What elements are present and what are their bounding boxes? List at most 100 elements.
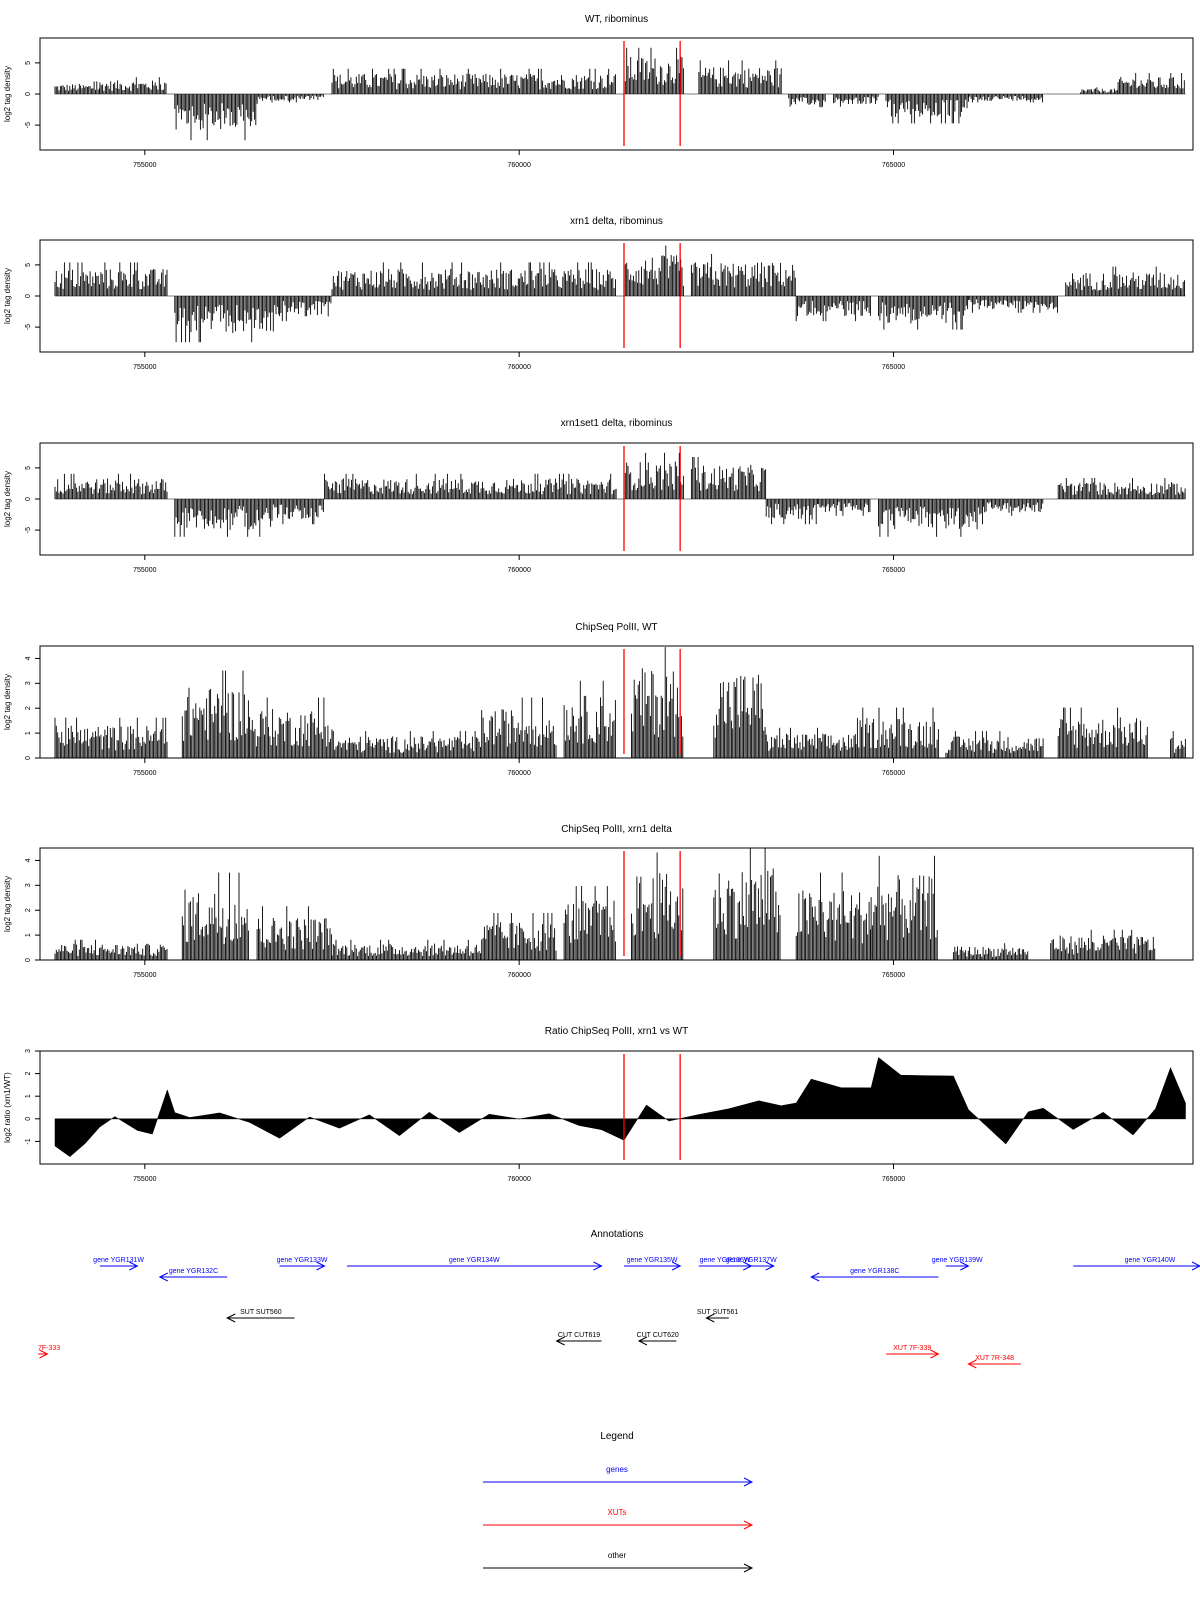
annotation-gene-ygr137w: gene YGR137W: [726, 1257, 777, 1271]
y-tick-label: 2: [25, 1072, 32, 1076]
legend-label-XUTs: XUTs: [607, 1508, 626, 1517]
y-tick-label: 4: [25, 656, 32, 660]
annotation-label: gene YGR138C: [850, 1268, 899, 1275]
annotations-title: Annotations: [591, 1229, 644, 1240]
annotation-sut-sut561: SUT SUT561: [697, 1309, 739, 1323]
y-tick-label: 5: [25, 61, 32, 65]
chart-panel-1: WT, ribominus log2 tag density 5 0 -5 755000 7…: [3, 14, 1194, 169]
annotation-sut-sut560: SUT SUT560: [226, 1309, 295, 1323]
y-tick-label: 0: [25, 958, 32, 962]
annotation-arrowhead: [930, 1349, 940, 1359]
annotation-cut-cut619: CUT CUT619: [555, 1332, 602, 1346]
x-tick-label: 765000: [882, 364, 905, 371]
annotation-arrowhead: [39, 1349, 49, 1359]
legend-label-genes: genes: [606, 1465, 628, 1474]
annotation-label: XUT 7F-339: [893, 1345, 931, 1352]
y-tick-label: 3: [25, 1049, 32, 1053]
y-axis-label: log2 tag density: [3, 876, 12, 932]
ratio-area: [54, 1057, 1186, 1158]
x-tick-label: 755000: [133, 567, 156, 574]
legend-arrowhead-genes: [743, 1477, 754, 1487]
y-tick-label: 5: [25, 466, 32, 470]
x-tick-label: 755000: [133, 364, 156, 371]
chart-title: WT, ribominus: [585, 14, 648, 25]
annotation-label: gene YGR131W: [93, 1257, 144, 1264]
annotation-label: gene YGR136W: [700, 1257, 751, 1264]
y-tick-label: 1: [25, 933, 32, 937]
annotation-label: CUT CUT620: [637, 1332, 679, 1339]
track-bars: [54, 47, 1185, 141]
annotation-label: gene YGR135W: [627, 1257, 678, 1264]
plot-frame: [39, 645, 1194, 759]
annotation-gene-ygr132c: gene YGR132C: [158, 1268, 228, 1282]
chart-title: ChipSeq PolII, WT: [575, 622, 657, 633]
annotation-cut-cut620: CUT CUT620: [637, 1332, 679, 1346]
x-tick-label: 760000: [507, 567, 530, 574]
x-tick-label: 755000: [133, 162, 156, 169]
y-tick-label: -1: [25, 1138, 32, 1144]
annotation-arrowhead: [555, 1336, 565, 1346]
annotation-label: gene YGR133W: [277, 1257, 328, 1264]
plot-frame: [39, 1050, 1194, 1165]
y-tick-label: -5: [25, 527, 32, 533]
annotation-gene-ygr134w: gene YGR134W: [346, 1257, 603, 1271]
annotation-arrowhead: [226, 1313, 236, 1323]
y-tick-label: 0: [25, 92, 32, 96]
y-tick-label: 0: [25, 1117, 32, 1121]
y-tick-label: 5: [25, 263, 32, 267]
y-axis-label: log2 tag density: [3, 674, 12, 730]
annotation-arrowhead: [158, 1272, 169, 1282]
annotation-label: gene YGR132C: [169, 1268, 218, 1275]
annotation-arrowhead: [1191, 1261, 1200, 1271]
y-tick-label: 1: [25, 731, 32, 735]
annotation-arrowhead: [705, 1313, 715, 1323]
annotation-arrowhead: [316, 1261, 326, 1271]
x-tick-label: 765000: [882, 1176, 905, 1183]
x-tick-label: 765000: [882, 567, 905, 574]
chart-title: xrn1 delta, ribominus: [570, 216, 663, 227]
y-tick-label: 3: [25, 883, 32, 887]
annotation-gene-ygr139w: gene YGR139W: [932, 1257, 983, 1271]
annotation-label: SUT SUT561: [697, 1309, 739, 1316]
y-axis-label: log2 ratio (xrn1/WT): [3, 1072, 12, 1143]
annotation-gene-ygr135w: gene YGR135W: [623, 1257, 682, 1271]
y-tick-label: 0: [25, 294, 32, 298]
x-tick-label: 760000: [507, 770, 530, 777]
y-tick-label: 2: [25, 908, 32, 912]
annotation-gene-ygr140w: gene YGR140W: [1073, 1257, 1200, 1271]
y-tick-label: 2: [25, 706, 32, 710]
legend-arrowhead-other: [743, 1563, 754, 1573]
x-tick-label: 765000: [882, 162, 905, 169]
y-tick-label: 0: [25, 756, 32, 760]
y-axis-label: log2 tag density: [3, 268, 12, 324]
annotation-gene-ygr133w: gene YGR133W: [277, 1257, 328, 1271]
y-axis-label: log2 tag density: [3, 66, 12, 122]
chart-panel-3: xrn1set1 delta, ribominus log2 tag densit…: [3, 418, 1194, 574]
x-tick-label: 760000: [507, 972, 530, 979]
chart-title: xrn1set1 delta, ribominus: [561, 418, 673, 429]
annotation-label: 7F-333: [38, 1345, 60, 1352]
plot-frame: [39, 847, 1194, 961]
y-tick-label: -5: [25, 324, 32, 330]
annotation-7f-333: 7F-333: [38, 1345, 60, 1359]
annotation-gene-ygr138c: gene YGR138C: [810, 1268, 939, 1282]
x-tick-label: 760000: [507, 1176, 530, 1183]
x-tick-label: 760000: [507, 162, 530, 169]
y-tick-label: 1: [25, 1094, 32, 1098]
chart-panel-5: ChipSeq PolII, xrn1 delta log2 tag densit…: [3, 824, 1194, 979]
x-tick-label: 755000: [133, 1176, 156, 1183]
legend-label-other: other: [608, 1551, 627, 1560]
x-tick-label: 765000: [882, 770, 905, 777]
annotation-label: gene YGR140W: [1125, 1257, 1176, 1264]
annotation-label: gene YGR137W: [726, 1257, 777, 1264]
y-tick-label: 3: [25, 681, 32, 685]
track-bars: [54, 848, 1156, 960]
chart-panel-6: Ratio ChipSeq PolII, xrn1 vs WT log2 rati…: [3, 1026, 1194, 1183]
annotation-label: XUT 7R-348: [975, 1355, 1014, 1362]
annotation-arrowhead: [810, 1272, 820, 1282]
annotation-label: gene YGR134W: [449, 1257, 500, 1264]
y-tick-label: 0: [25, 497, 32, 501]
annotation-gene-ygr131w: gene YGR131W: [93, 1257, 144, 1271]
chart-panel-2: xrn1 delta, ribominus log2 tag density 5 0 -…: [3, 216, 1194, 371]
track-bars: [54, 647, 1186, 758]
